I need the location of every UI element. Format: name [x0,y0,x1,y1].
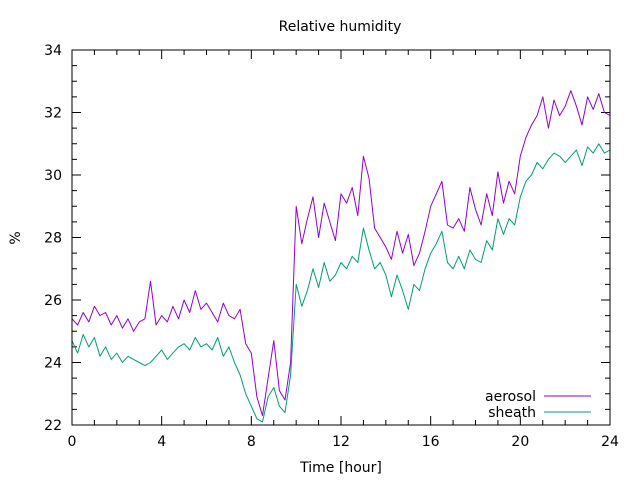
x-tick-label: 16 [422,434,440,450]
legend-label-aerosol: aerosol [485,389,536,405]
x-axis-label: Time [hour] [299,460,382,476]
series-line-aerosol [71,90,611,417]
legend-label-sheath: sheath [488,405,536,421]
x-tick-label: 8 [247,434,256,450]
x-tick-label: 12 [332,434,350,450]
y-tick-label: 22 [44,418,62,434]
x-tick-label: 4 [157,434,166,450]
chart-title: Relative humidity [279,19,402,35]
x-tick-label: 20 [511,434,529,450]
y-tick-label: 34 [44,43,62,59]
y-tick-label: 28 [44,231,62,247]
plot-frame [71,49,611,426]
series-line-sheath [71,143,611,423]
ticks-layer: 0 4 8 12 16 20 24 22 24 26 28 30 32 34 [44,43,619,450]
y-axis-label: % [8,231,24,244]
x-tick-label: 0 [68,434,77,450]
y-tick-label: 26 [44,293,62,309]
y-tick-label: 32 [44,106,62,122]
y-tick-label: 30 [44,168,62,184]
y-tick-label: 24 [44,356,62,372]
series-layer [71,90,611,423]
x-tick-label: 24 [601,434,619,450]
